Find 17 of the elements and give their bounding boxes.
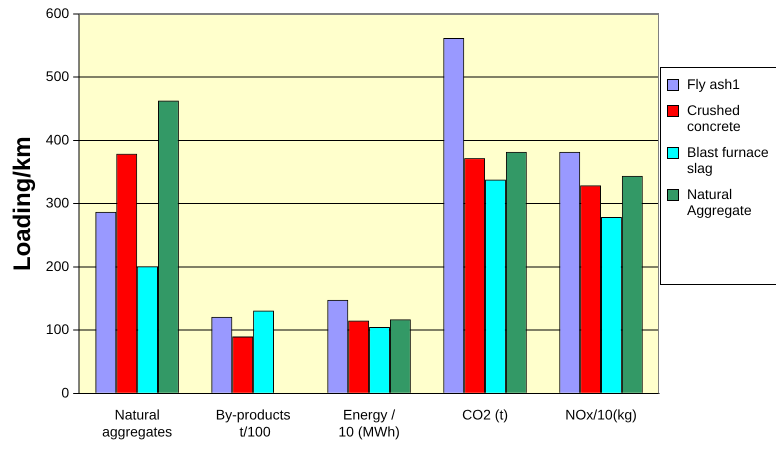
legend-label: Natural Aggregate: [687, 186, 753, 218]
legend-label: Blast furnace slag: [687, 144, 770, 176]
x-tick-label: NOx/10(kg): [565, 406, 637, 423]
y-tick-label: 500: [46, 68, 70, 84]
x-tick-label: Natural aggregates: [102, 406, 172, 440]
legend-label: Crushed concrete: [687, 102, 742, 134]
y-axis-title: Loading/km: [9, 136, 36, 272]
y-tick-label: 100: [46, 321, 70, 338]
y-tick-label: 0: [61, 384, 70, 400]
y-tick-label: 400: [46, 131, 70, 148]
x-tick-label: By-products t/100: [216, 406, 290, 440]
y-tick-label: 600: [46, 4, 70, 21]
y-tick-label: 200: [46, 258, 70, 274]
x-tick-label: CO2 (t): [462, 406, 508, 423]
x-tick-label: Energy / 10 (MWh): [338, 406, 400, 440]
y-tick-label: 300: [46, 194, 70, 211]
legend-label: Fly ash1: [687, 76, 740, 92]
